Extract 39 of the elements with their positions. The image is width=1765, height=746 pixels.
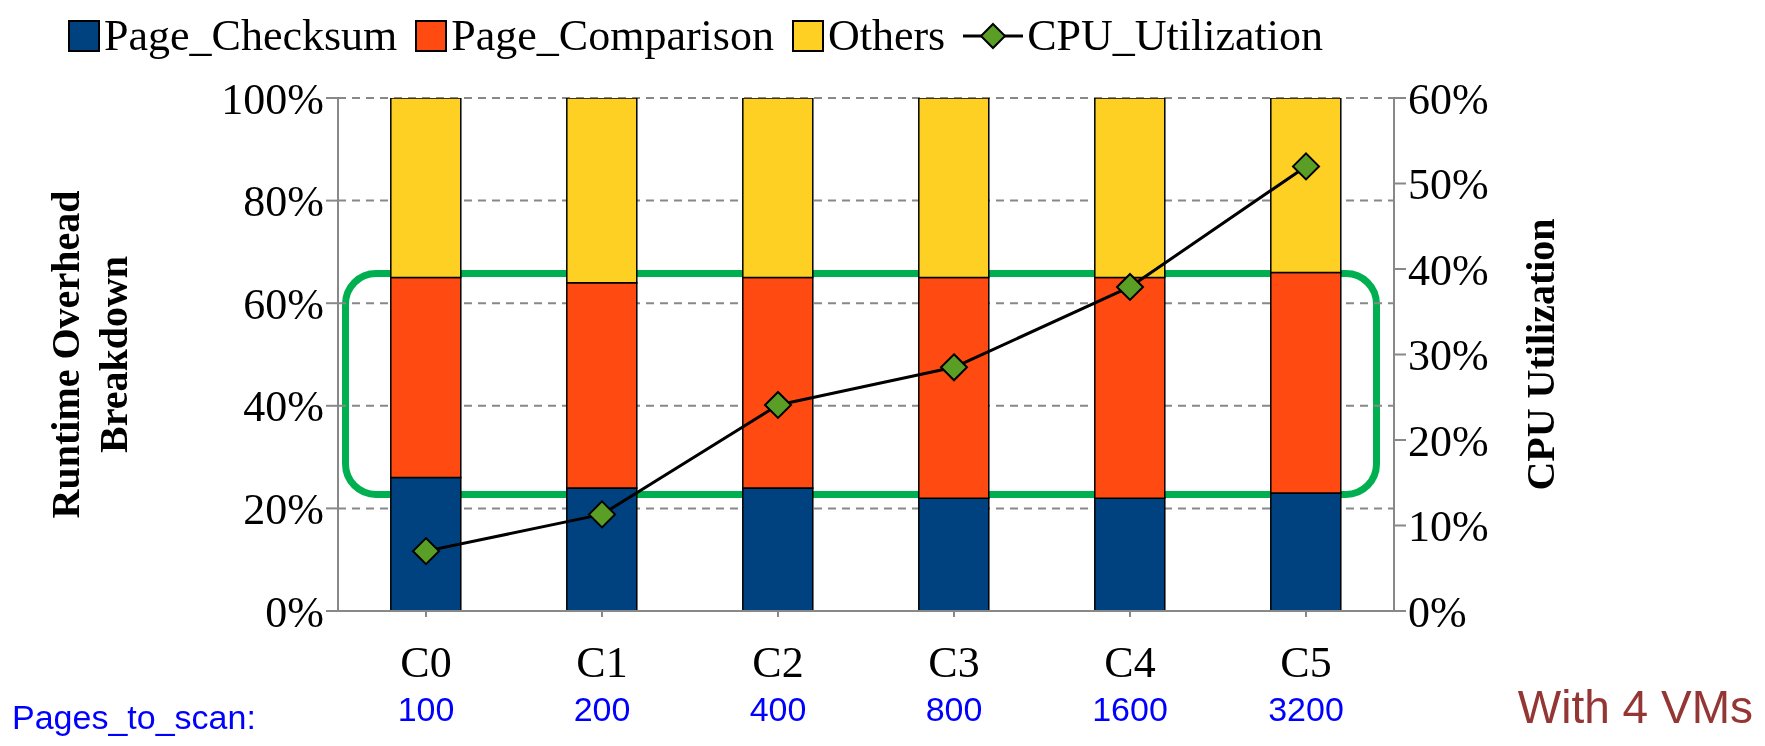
text: 1600	[1092, 690, 1168, 728]
point	[588, 500, 616, 529]
x-tick-label: C2	[752, 638, 804, 687]
text: Pages_to_scan:	[12, 698, 256, 737]
y-tick-label: 0%	[265, 587, 324, 637]
y-tick-label: 80%	[243, 177, 324, 227]
text: 3200	[1268, 690, 1344, 728]
x-tick-label: C0	[400, 638, 452, 687]
text: 400	[749, 690, 807, 728]
x-tick-label: C1	[576, 638, 628, 687]
y2-tick-label: 20%	[1408, 416, 1489, 466]
y2-axis-title: CPU Utilization	[1518, 218, 1563, 491]
legend-label: Page_Comparison	[451, 10, 774, 61]
y-tick-label: 20%	[243, 485, 324, 535]
text: With 4 VMs	[1517, 680, 1753, 734]
legend-label: Page_Checksum	[104, 10, 398, 61]
point	[940, 353, 968, 382]
y-tick-label: 100%	[221, 74, 324, 124]
point	[412, 537, 440, 566]
y-axis-title: Runtime Overhead Breakdown	[43, 190, 136, 519]
legend-label: Others	[827, 10, 946, 61]
y-tick-label: 60%	[243, 279, 324, 329]
y2-tick-label: 60%	[1408, 74, 1489, 124]
text: 200	[573, 690, 631, 728]
y2-tick-label: 50%	[1408, 160, 1489, 210]
x-tick-label: C5	[1280, 638, 1332, 687]
x-tick-label: C4	[1104, 638, 1156, 687]
y-tick-label: 40%	[243, 382, 324, 432]
point	[1116, 272, 1144, 301]
point	[1292, 152, 1320, 181]
y2-tick-label: 0%	[1408, 587, 1467, 637]
text: 100	[397, 690, 455, 728]
point	[764, 390, 792, 419]
text: 800	[925, 690, 983, 728]
legend-label: CPU_Utilization	[1027, 10, 1324, 61]
y2-tick-label: 40%	[1408, 245, 1489, 295]
y2-tick-label: 30%	[1408, 331, 1489, 381]
y2-tick-label: 10%	[1408, 502, 1489, 552]
x-tick-label: C3	[928, 638, 980, 687]
